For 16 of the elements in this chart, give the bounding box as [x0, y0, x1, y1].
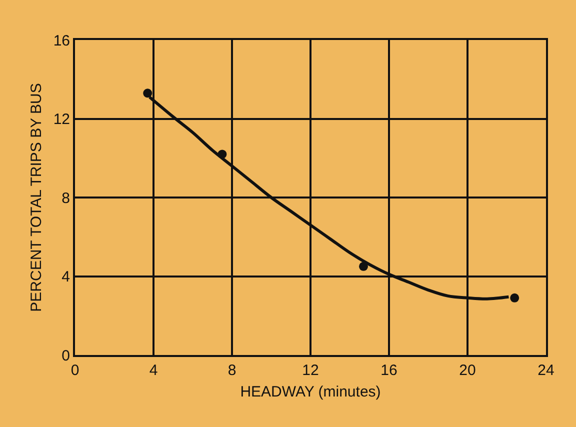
x-tick-label: 20	[459, 362, 476, 379]
x-axis-title: HEADWAY (minutes)	[240, 384, 381, 400]
y-tick-label: 16	[53, 32, 70, 50]
point	[143, 88, 152, 98]
x-tick-label: 12	[302, 362, 319, 379]
point	[510, 293, 520, 302]
point	[358, 262, 368, 271]
x-tick-label: 4	[149, 362, 158, 379]
y-tick-label: 8	[62, 190, 70, 207]
y-tick-label: 0	[62, 347, 70, 364]
x-tick-label: 24	[538, 362, 554, 379]
y-tick-label: 4	[62, 268, 70, 286]
y-axis-title: PERCENT TOTAL TRIPS BY BUS	[28, 83, 46, 312]
x-tick-label: 16	[380, 362, 398, 379]
y-tick-label: 12	[53, 111, 70, 128]
x-tick-label: 8	[228, 362, 236, 379]
